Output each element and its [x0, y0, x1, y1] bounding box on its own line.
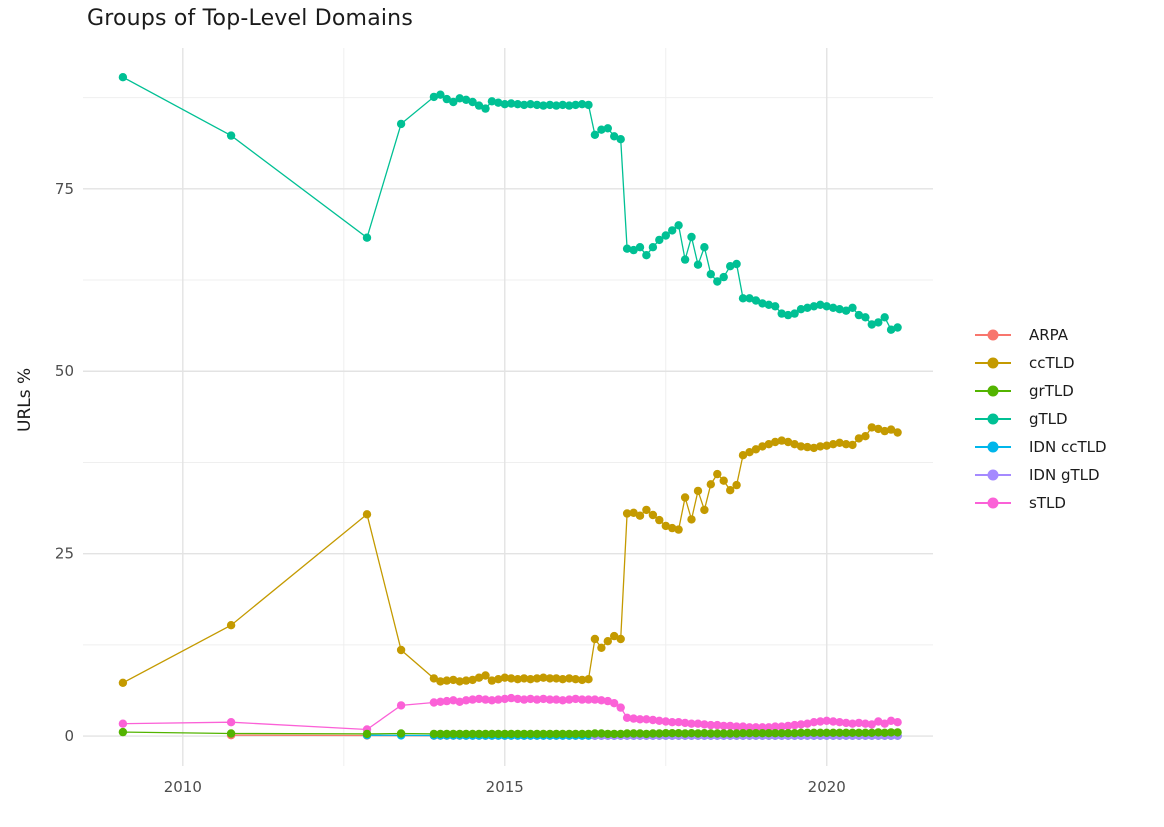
series-points — [118, 693, 902, 734]
legend-key-icon — [975, 329, 1011, 341]
legend-key-icon — [975, 469, 1011, 481]
legend-label: ccTLD — [1029, 354, 1075, 372]
legend-item-ARPA: ARPA — [973, 321, 1107, 349]
legend-item-sTLD: sTLD — [973, 489, 1107, 517]
series-sTLD — [118, 693, 902, 734]
series-points — [118, 423, 902, 687]
legend-item-IDN-gTLD: IDN gTLD — [973, 461, 1107, 489]
legend: ARPA ccTLD grTLD gTLD IDN ccTLD IDN gTLD sTLD — [973, 321, 1107, 517]
legend-key-icon — [975, 497, 1011, 509]
legend-item-gTLD: gTLD — [973, 405, 1107, 433]
y-tick-label: 0 — [64, 727, 74, 745]
legend-key-icon — [975, 413, 1011, 425]
y-axis-title: URLs % — [15, 367, 35, 433]
series-gTLD — [118, 73, 902, 334]
legend-key-icon — [975, 385, 1011, 397]
y-tick-label: 50 — [55, 362, 74, 380]
legend-key-icon — [975, 441, 1011, 453]
series-points — [118, 727, 902, 739]
series-ccTLD — [118, 423, 902, 687]
series-points — [118, 73, 902, 334]
series-line — [122, 76, 898, 331]
series-grTLD — [118, 727, 902, 739]
legend-item-IDN-ccTLD: IDN ccTLD — [973, 433, 1107, 461]
legend-label: sTLD — [1029, 494, 1066, 512]
legend-label: grTLD — [1029, 382, 1074, 400]
legend-label: ARPA — [1029, 326, 1069, 344]
chart-title: Groups of Top-Level Domains — [87, 6, 413, 31]
legend-label: IDN gTLD — [1029, 466, 1100, 484]
legend-label: gTLD — [1029, 410, 1068, 428]
x-tick-label: 2020 — [808, 778, 846, 796]
x-tick-label: 2010 — [164, 778, 202, 796]
legend-key-icon — [975, 357, 1011, 369]
legend-item-grTLD: grTLD — [973, 377, 1107, 405]
x-tick-label: 2015 — [486, 778, 524, 796]
y-tick-label: 75 — [55, 180, 74, 198]
legend-label: IDN ccTLD — [1029, 438, 1107, 456]
legend-item-ccTLD: ccTLD — [973, 349, 1107, 377]
y-tick-label: 25 — [55, 545, 74, 563]
